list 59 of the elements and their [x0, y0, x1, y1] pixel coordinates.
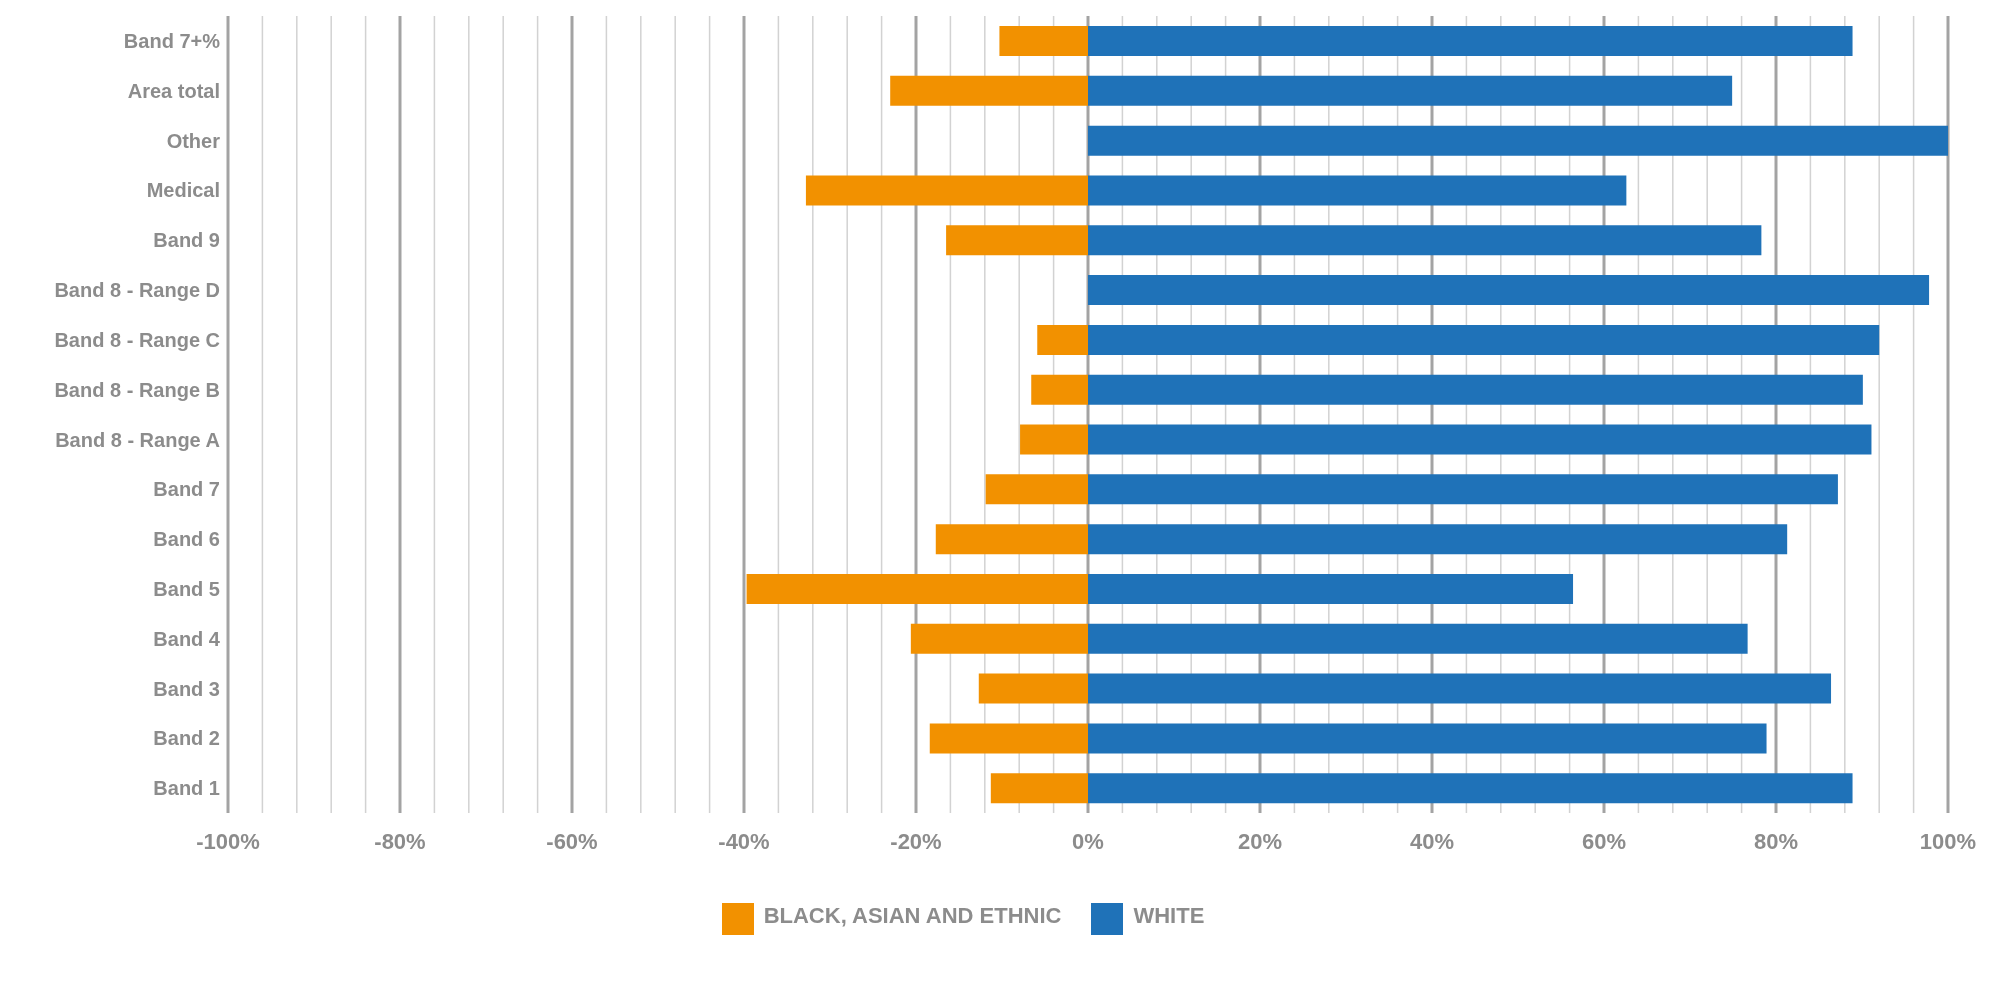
y-tick-label: Band 2 [153, 727, 220, 750]
bar [805, 175, 1088, 206]
bar [990, 773, 1088, 804]
y-tick-label: Medical [146, 179, 220, 202]
bar [1088, 524, 1788, 555]
bar [1088, 573, 1574, 604]
bar [1088, 474, 1838, 505]
y-tick-label: Band 5 [153, 577, 220, 600]
y-tick-label: Band 1 [153, 777, 220, 800]
y-tick-label: Band 8 - Range C [54, 328, 220, 351]
bar [1088, 275, 1930, 306]
x-tick-label: 100% [1919, 828, 1977, 854]
bar [1088, 225, 1762, 256]
bar [1088, 623, 1748, 654]
bar [746, 573, 1088, 604]
bar [985, 474, 1088, 505]
bar [1088, 324, 1880, 355]
y-tick-label: Band 8 - Range D [54, 279, 220, 302]
x-tick-label: 20% [1237, 828, 1283, 854]
y-tick-label: Area total [127, 79, 220, 102]
x-tick-label: 40% [1409, 828, 1455, 854]
x-tick-label: 60% [1581, 828, 1627, 854]
bar [1031, 374, 1088, 405]
bar [1088, 723, 1767, 754]
y-tick-label: Band 7+% [123, 30, 221, 53]
bar [935, 524, 1088, 555]
bar [999, 26, 1088, 56]
bar [1088, 175, 1627, 206]
x-tick-label: 80% [1753, 828, 1799, 854]
legend-label: WHITE [1133, 903, 1205, 929]
bar [1037, 324, 1088, 355]
legend-label: BLACK, ASIAN AND ETHNIC [763, 903, 1062, 929]
x-tick-label: 0% [1072, 828, 1104, 854]
x-tick-label: -20% [890, 828, 942, 854]
x-tick-label: -60% [546, 828, 598, 854]
y-tick-label: Band 3 [153, 677, 220, 700]
bar [1088, 374, 1863, 405]
bar [1088, 125, 1948, 156]
y-tick-label: Band 8 - Range A [55, 428, 220, 451]
bar [978, 673, 1088, 704]
y-tick-label: Band 7 [153, 478, 220, 501]
bar [890, 75, 1088, 106]
y-tick-label: Band 6 [153, 528, 220, 551]
bar [1088, 26, 1853, 56]
y-tick-label: Band 9 [153, 229, 220, 252]
x-tick-label: -100% [196, 828, 260, 854]
bar [929, 723, 1088, 754]
bar [1088, 424, 1872, 455]
bar [910, 623, 1088, 654]
y-tick-label: Band 8 - Range B [54, 378, 220, 401]
bar [946, 225, 1088, 256]
bar [1088, 773, 1853, 804]
x-tick-label: -80% [374, 828, 426, 854]
y-tick-label: Other [166, 129, 221, 152]
bar [1020, 424, 1088, 455]
bar [1088, 673, 1832, 704]
y-tick-label: Band 4 [153, 627, 221, 650]
x-tick-label: -40% [718, 828, 770, 854]
bar [1088, 75, 1733, 106]
